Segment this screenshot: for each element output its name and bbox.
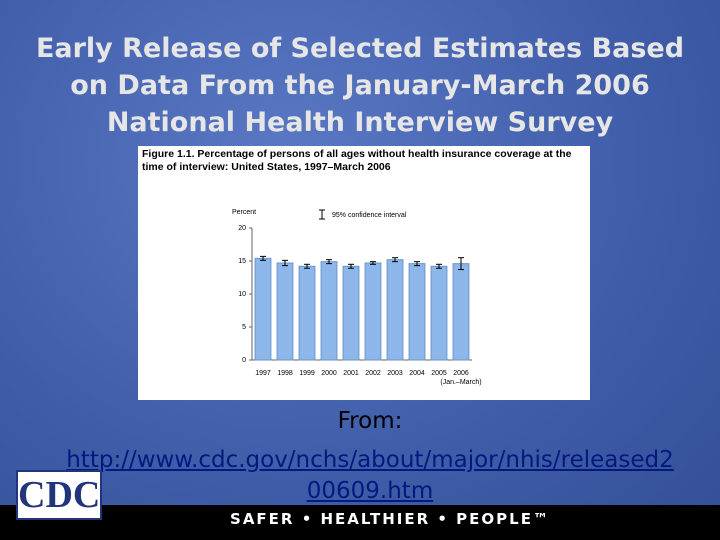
slide-title: Early Release of Selected Estimates Base… <box>35 33 685 138</box>
bar <box>430 265 448 361</box>
bar <box>298 265 316 361</box>
bar <box>364 262 382 361</box>
logo: CDC <box>16 470 102 520</box>
bar <box>452 263 470 361</box>
x-tick-label: 2005 <box>431 370 447 377</box>
y-tick-label: 20 <box>238 225 246 232</box>
x-tick-label: 2001 <box>343 370 359 377</box>
x-tick-label: 2006 <box>453 370 469 377</box>
x-tick-label: 1998 <box>277 370 293 377</box>
bar <box>254 257 272 361</box>
x-tick-label: 2000 <box>321 370 337 377</box>
x-note: (Jan.–March) <box>440 379 481 386</box>
y-tick-label: 5 <box>242 324 246 331</box>
x-tick-label: 2003 <box>387 370 403 377</box>
chart-title-box: Figure 1.1. Percentage of persons of all… <box>142 148 572 173</box>
chart-panel <box>138 146 590 400</box>
bar <box>320 261 338 361</box>
x-tick-label: 2002 <box>365 370 381 377</box>
y-tick-label: 0 <box>242 357 246 364</box>
x-tick-label: 1997 <box>255 370 271 377</box>
chart-title: Figure 1.1. Percentage of persons of all… <box>142 148 572 173</box>
bar <box>408 263 426 361</box>
x-tick-label: 1999 <box>299 370 315 377</box>
x-tick-label: 2004 <box>409 370 425 377</box>
y-tick-label: 10 <box>238 291 246 298</box>
footer-text: SAFER • HEALTHIER • PEOPLE™ <box>230 510 550 528</box>
legend-label: 95% confidence interval <box>332 212 407 219</box>
bar <box>276 262 294 361</box>
link[interactable]: http://www.cdc.gov/nchs/about/major/nhis… <box>66 447 674 504</box>
y-label: Percent <box>232 209 256 216</box>
y-tick-label: 15 <box>238 258 246 265</box>
bar <box>386 259 404 361</box>
from-label: From: <box>337 408 403 434</box>
bar <box>342 265 360 361</box>
footer-bar <box>0 505 720 540</box>
